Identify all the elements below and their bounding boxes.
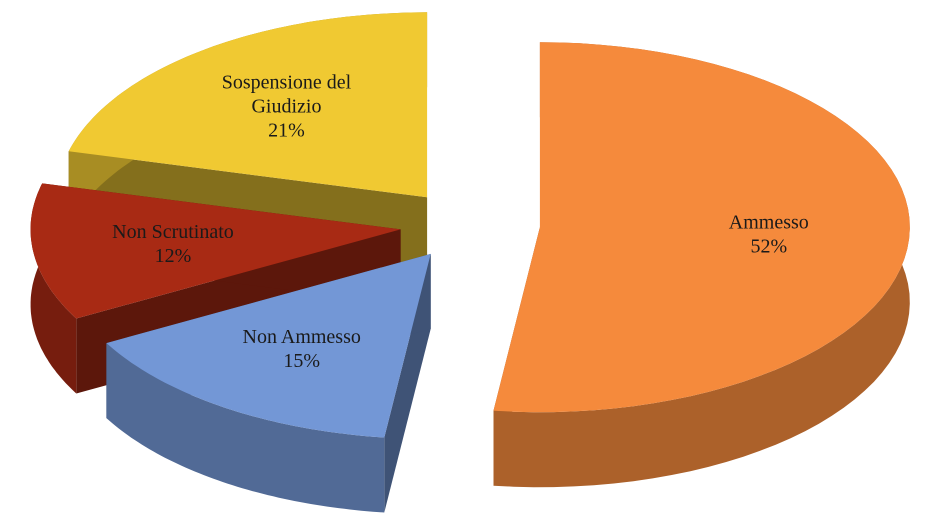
slice — [106, 253, 431, 513]
slice-value-label: 52% — [750, 235, 787, 257]
slice-label: Non Ammesso — [243, 326, 361, 348]
slice-label: Non Scrutinato — [112, 221, 234, 243]
slice-side — [106, 343, 385, 513]
slice-value-label: 12% — [155, 245, 192, 267]
slice — [493, 42, 910, 413]
slice — [493, 42, 910, 488]
slice — [106, 253, 431, 438]
slice-label: Ammesso — [729, 211, 809, 233]
slice — [68, 12, 428, 198]
slice-label: Sospensione del Giudizio — [222, 72, 352, 118]
slice-value-label: 21% — [268, 120, 305, 142]
slice — [30, 183, 401, 319]
slice-value-label: 15% — [283, 350, 320, 372]
